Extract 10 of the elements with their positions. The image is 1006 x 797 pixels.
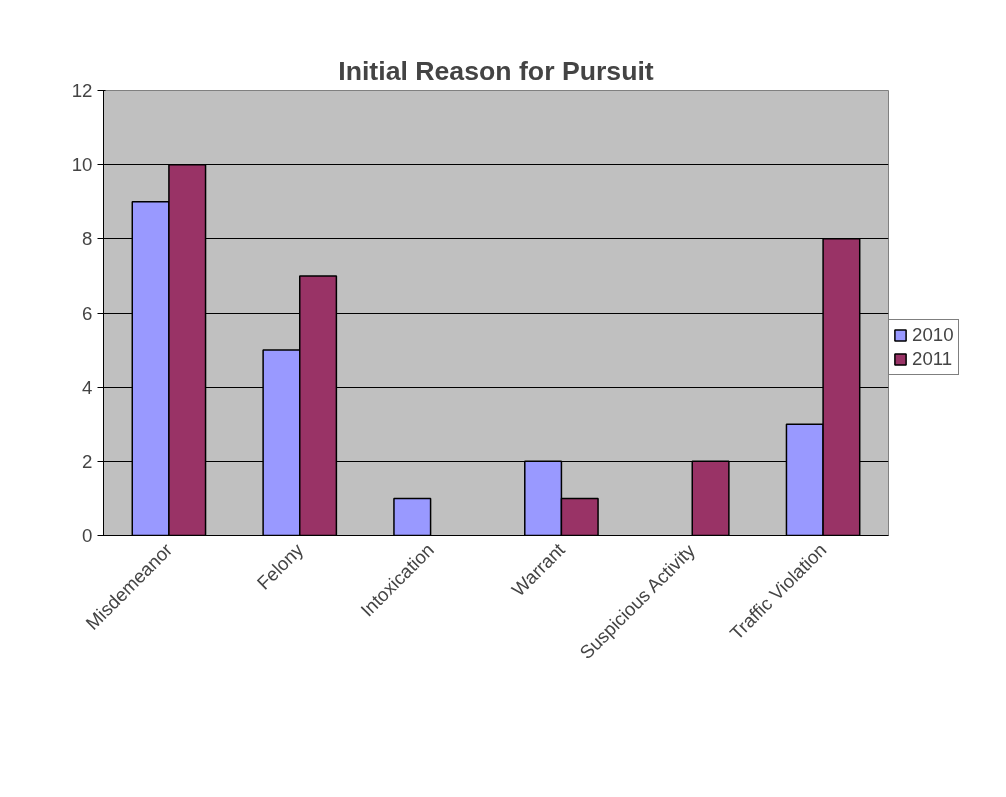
y-tick-label: 10 bbox=[71, 154, 93, 176]
chart-title: Initial Reason for Pursuit bbox=[338, 55, 654, 86]
legend-label: 2010 bbox=[912, 324, 954, 346]
y-tick-label: 6 bbox=[82, 302, 93, 324]
y-tick-label: 0 bbox=[82, 525, 93, 546]
y-tick-label: 12 bbox=[71, 80, 93, 101]
legend-label: 2011 bbox=[912, 348, 953, 370]
y-tick-label: 2 bbox=[82, 450, 93, 472]
y-tick-label: 8 bbox=[82, 228, 93, 250]
y-tick-label: 4 bbox=[82, 376, 93, 398]
